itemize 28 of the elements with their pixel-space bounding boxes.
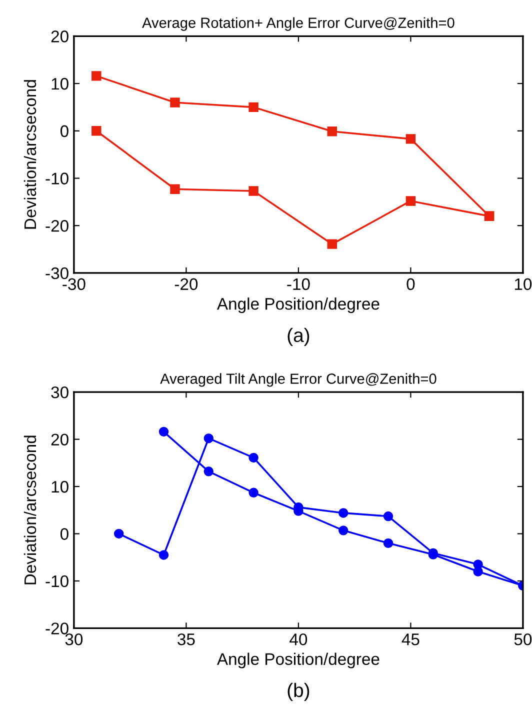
y-tick-label: -20 [46,622,68,634]
y-tick-label: 10 [52,78,68,90]
chart-title: Averaged Tilt Angle Error Curve@Zenith=0 [160,373,436,387]
x-tick-label: 10 [514,278,532,290]
y-tick-label: -30 [46,267,68,280]
y-tick-label: 20 [51,434,68,446]
text: (a) [288,328,310,346]
y-tick-label: -10 [46,575,68,588]
x-tick-label: -20 [174,278,198,290]
x-tick-label: 50 [514,633,532,646]
y-tick-label: 0 [60,125,68,138]
x-axis-title: Angle Position/degree [216,298,380,314]
text: (b) [288,682,310,701]
x-tick-label: 35 [178,633,195,646]
y-tick-label: 20 [51,30,68,42]
y-tick-label: 30 [51,386,68,398]
y-tick-label: 0 [60,528,68,540]
y-axis-title: Deviation/arcsecond [24,80,36,229]
chart-title: Average Rotation+ Angle Error Curve@Zenith=0 [142,17,454,31]
y-tick-label: 10 [52,480,68,493]
x-tick-label: -10 [287,278,310,290]
x-tick-label: 45 [402,634,420,646]
y-tick-label: -10 [46,172,68,184]
x-axis-title: Angle Position/degree [216,652,380,668]
x-tick-label: 0 [406,278,415,290]
y-tick-label: -20 [46,220,68,232]
y-axis-title: Deviation/arcsecond [24,436,36,584]
x-tick-label: 40 [290,633,308,646]
